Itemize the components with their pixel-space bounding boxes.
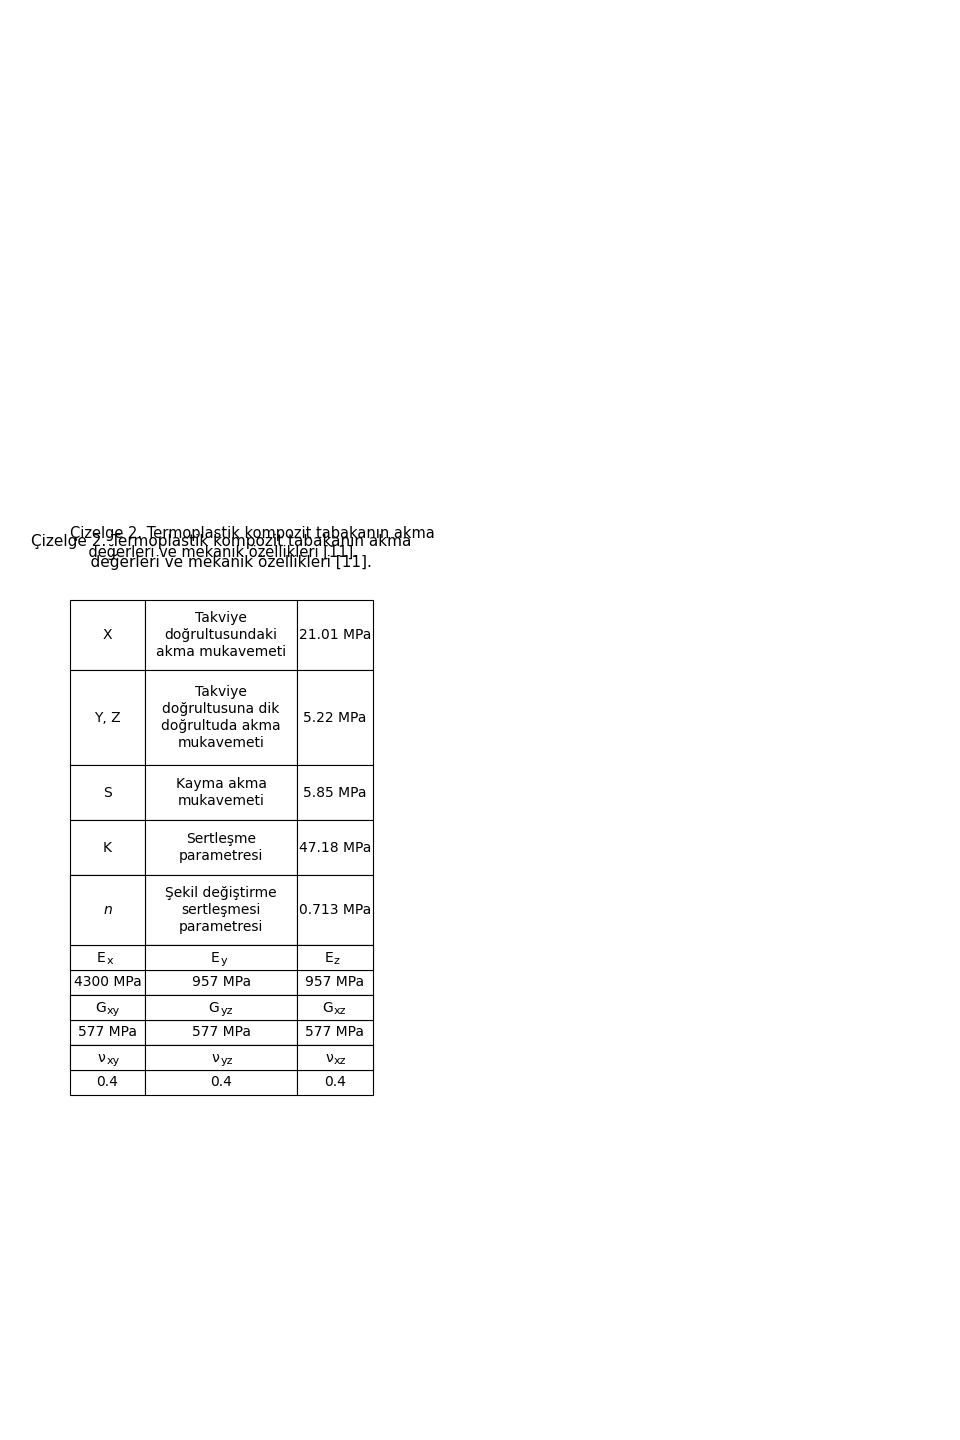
Text: Gxy: Gxy (94, 1001, 121, 1015)
Text: Ex: Ex (99, 950, 116, 965)
Text: Gyz: Gyz (208, 1001, 234, 1015)
Text: Çizelge 2. Termoplastik kompozit tabakanın akma
    değerleri ve mekanik özellik: Çizelge 2. Termoplastik kompozit tabakan… (70, 527, 434, 560)
Bar (70, 876, 145, 945)
Bar (297, 819, 372, 876)
Bar (297, 765, 372, 819)
Text: vyz: vyz (209, 1051, 233, 1064)
Text: 0.713 MPa: 0.713 MPa (299, 903, 371, 917)
Text: y: y (220, 956, 227, 965)
Bar (297, 670, 372, 765)
Bar (70, 765, 145, 819)
Text: K: K (103, 841, 112, 854)
Text: vxy: vxy (95, 1051, 120, 1064)
Text: vxz: vxz (323, 1051, 347, 1064)
Bar (70, 995, 145, 1020)
Bar (297, 876, 372, 945)
Bar (145, 1045, 297, 1070)
Bar (70, 1045, 145, 1070)
Bar (70, 1045, 145, 1070)
Text: x: x (107, 956, 113, 965)
Bar (145, 765, 297, 819)
Text: S: S (103, 785, 112, 799)
Bar (70, 945, 145, 971)
Bar (145, 1045, 297, 1070)
Text: 5.22 MPa: 5.22 MPa (303, 710, 367, 724)
Text: Y, Z: Y, Z (94, 710, 121, 724)
Text: 577 MPa: 577 MPa (78, 1025, 137, 1040)
Bar (145, 876, 297, 945)
Bar (70, 1020, 145, 1045)
Text: E: E (210, 950, 219, 965)
Text: Sertleşme
parametresi: Sertleşme parametresi (179, 832, 263, 863)
Text: 0.4: 0.4 (210, 1076, 232, 1090)
Text: yz: yz (220, 1056, 232, 1066)
Bar (145, 1020, 297, 1045)
Text: xy: xy (107, 1056, 120, 1066)
Text: G: G (323, 1001, 333, 1015)
Bar (145, 971, 297, 995)
Text: 4300 MPa: 4300 MPa (74, 975, 141, 989)
Bar (70, 876, 145, 945)
Bar (70, 995, 145, 1020)
Bar (145, 995, 297, 1020)
Text: xz: xz (334, 1056, 347, 1066)
Bar (145, 670, 297, 765)
Text: 47.18 MPa: 47.18 MPa (299, 841, 371, 854)
Bar (70, 971, 145, 995)
Text: Çizelge 2. Termoplastik kompozit tabakanın akma
    değerleri ve mekanik özellik: Çizelge 2. Termoplastik kompozit tabakan… (31, 534, 412, 570)
Bar (70, 945, 145, 971)
Text: E: E (97, 950, 106, 965)
Text: E: E (324, 950, 333, 965)
Text: Gxz: Gxz (322, 1001, 348, 1015)
Text: ν: ν (211, 1051, 219, 1064)
Bar (70, 1070, 145, 1094)
Bar (145, 945, 297, 971)
Text: 5.85 MPa: 5.85 MPa (303, 785, 367, 799)
Text: n: n (103, 903, 112, 917)
Text: X: X (103, 628, 112, 642)
Bar (297, 1045, 372, 1070)
Text: 577 MPa: 577 MPa (192, 1025, 251, 1040)
Text: 0.4: 0.4 (97, 1076, 118, 1090)
Text: Takviye
doğrultusuna dik
doğrultuda akma
mukavemeti: Takviye doğrultusuna dik doğrultuda akma… (161, 684, 281, 750)
Text: G: G (208, 1001, 219, 1015)
Bar (297, 995, 372, 1020)
Bar (70, 670, 145, 765)
Bar (297, 1070, 372, 1094)
Text: z: z (334, 956, 340, 965)
Text: 577 MPa: 577 MPa (305, 1025, 365, 1040)
Bar (297, 995, 372, 1020)
Bar (145, 600, 297, 670)
Bar (145, 819, 297, 876)
Text: ν: ν (98, 1051, 106, 1064)
Text: 0.4: 0.4 (324, 1076, 346, 1090)
Text: ν: ν (325, 1051, 333, 1064)
Text: Şekil değiştirme
sertleşmesi
parametresi: Şekil değiştirme sertleşmesi parametresi (165, 886, 277, 935)
Text: G: G (95, 1001, 106, 1015)
Text: 957 MPa: 957 MPa (305, 975, 365, 989)
Text: xz: xz (334, 1005, 347, 1015)
Bar (297, 945, 372, 971)
Text: xy: xy (107, 1005, 120, 1015)
Bar (297, 971, 372, 995)
Bar (70, 600, 145, 670)
Bar (145, 945, 297, 971)
Bar (297, 945, 372, 971)
Text: Kayma akma
mukavemeti: Kayma akma mukavemeti (176, 776, 267, 808)
Text: yz: yz (220, 1005, 232, 1015)
Bar (297, 1020, 372, 1045)
Bar (70, 819, 145, 876)
Text: Ey: Ey (213, 950, 229, 965)
Bar (297, 1045, 372, 1070)
Bar (145, 995, 297, 1020)
Text: Takviye
doğrultusundaki
akma mukavemeti: Takviye doğrultusundaki akma mukavemeti (156, 611, 286, 660)
Bar (145, 1070, 297, 1094)
Text: 21.01 MPa: 21.01 MPa (299, 628, 371, 642)
Bar (297, 600, 372, 670)
Text: 957 MPa: 957 MPa (192, 975, 251, 989)
Text: Ez: Ez (326, 950, 343, 965)
Text: n: n (103, 903, 112, 917)
